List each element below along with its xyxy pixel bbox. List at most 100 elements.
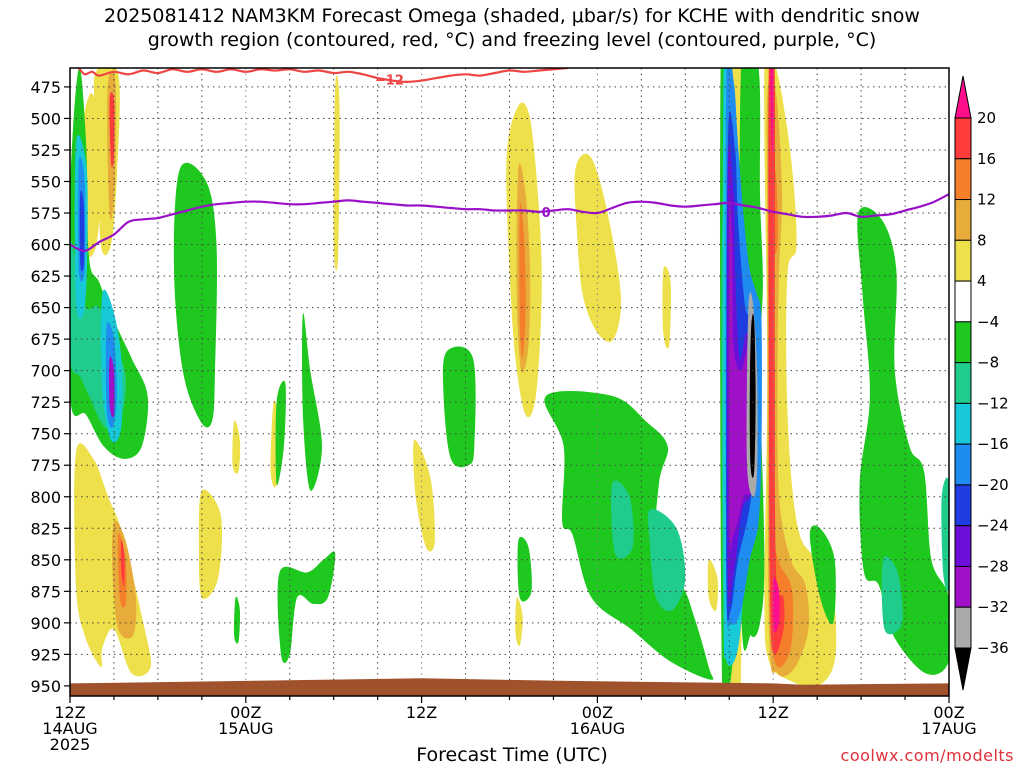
- omega-area-9: [232, 420, 241, 474]
- dgz-contour-label: −12: [375, 73, 404, 88]
- credit-text: coolwx.com/modelts: [840, 746, 1014, 765]
- colorbar-swatch-10: [954, 484, 972, 527]
- title-line-1: 2025081412 NAM3KM Forecast Omega (shaded…: [104, 5, 920, 27]
- omega-area-44: [610, 480, 634, 559]
- colorbar-label-12: −32: [977, 598, 1009, 616]
- colorbar-swatch-5: [954, 280, 972, 323]
- y-tick-label-550: 550: [30, 172, 61, 191]
- colorbar-swatch-8: [954, 402, 972, 445]
- y-tick-label-725: 725: [30, 393, 61, 412]
- omega-area-27: [772, 576, 780, 633]
- y-tick-label-475: 475: [30, 78, 61, 97]
- omega-area-25: [768, 68, 785, 655]
- colorbar-swatch-2: [954, 158, 972, 201]
- colorbar-label-2: 12: [977, 191, 996, 209]
- omega-area-15: [519, 203, 526, 359]
- y-tick-label-800: 800: [30, 488, 61, 507]
- colorbar-label-1: 16: [977, 150, 996, 168]
- omega-area-19: [707, 559, 719, 611]
- colorbar-label-0: 20: [977, 109, 996, 127]
- colorbar-label-4: 4: [977, 272, 987, 290]
- x-axis-title: Forecast Time (UTC): [416, 744, 608, 766]
- colorbar-swatch-3: [954, 199, 972, 241]
- omega-area-50: [881, 556, 903, 635]
- colorbar-label-10: −24: [977, 517, 1009, 535]
- title-line-2: growth region (contoured, red, °C) and f…: [147, 29, 877, 51]
- dgz-contour-line: [77, 68, 569, 84]
- chart-title: 2025081412 NAM3KM Forecast Omega (shaded…: [0, 4, 1024, 52]
- y-tick-label-600: 600: [30, 236, 61, 255]
- omega-area-48: [809, 525, 836, 625]
- colorbar-swatch-6: [954, 321, 972, 364]
- colorbar-swatch-14: [954, 647, 972, 691]
- grid-lines: [70, 68, 949, 696]
- omega-area-17: [574, 153, 622, 342]
- freezing-level-label: 0: [542, 206, 551, 221]
- x-tick-label-36-1: 16AUG: [570, 719, 625, 738]
- x-tick-label-0-2: 2025: [50, 735, 91, 754]
- y-tick-label-525: 525: [30, 141, 61, 160]
- x-tick-label-12-1: 15AUG: [218, 719, 273, 738]
- x-tick-label-12-0: 00Z: [230, 703, 261, 722]
- colorbar-label-6: −8: [977, 354, 999, 372]
- colorbar-swatch-13: [954, 606, 972, 649]
- omega-area-11: [333, 75, 340, 271]
- colorbar-label-11: −28: [977, 557, 1009, 575]
- omega-area-12: [413, 439, 435, 552]
- x-tick-label-60-0: 00Z: [933, 703, 964, 722]
- x-tick-label-36-0: 00Z: [582, 703, 613, 722]
- y-tick-label-625: 625: [30, 267, 61, 286]
- x-tick-label-48-0: 12Z: [758, 703, 789, 722]
- y-axis: 475 500 525 550 575 600 625 650 675 700 725 750 775 8…: [30, 78, 70, 696]
- omega-area-7: [120, 540, 125, 586]
- colorbar-label-3: 8: [977, 231, 987, 249]
- omega-area-16: [515, 597, 523, 647]
- colorbar-swatch-7: [954, 362, 972, 404]
- omega-area-59: [749, 313, 756, 478]
- omega-area-41: [442, 346, 476, 468]
- colorbar-swatch-4: [954, 239, 972, 282]
- omega-area-57: [728, 200, 753, 551]
- y-tick-label-900: 900: [30, 614, 61, 633]
- omega-area-42: [517, 536, 532, 602]
- contours: 0 −12: [70, 68, 949, 252]
- omega-area-8: [198, 489, 223, 599]
- colorbar-swatch-12: [954, 565, 972, 608]
- colorbar-label-8: −16: [977, 435, 1009, 453]
- colorbar-swatch-9: [954, 443, 972, 486]
- omega-area-26: [770, 68, 774, 153]
- y-tick-label-850: 850: [30, 551, 61, 570]
- omega-area-38: [275, 380, 286, 486]
- colorbar-swatch-0: [954, 75, 972, 119]
- y-tick-label-925: 925: [30, 645, 61, 664]
- x-tick-label-24-0: 12Z: [406, 703, 437, 722]
- omega-area-37: [233, 596, 241, 644]
- omega-area-36: [173, 162, 218, 428]
- omega-area-40: [277, 551, 336, 664]
- y-tick-label-675: 675: [30, 330, 61, 349]
- terrain-fill: [70, 678, 949, 696]
- terrain-band: [70, 678, 949, 696]
- y-tick-label-875: 875: [30, 582, 61, 601]
- x-tick-label-0-1: 14AUG: [42, 719, 97, 738]
- y-tick-label-575: 575: [30, 204, 61, 223]
- colorbar-swatch-1: [954, 117, 972, 160]
- colorbar-label-9: −20: [977, 476, 1009, 494]
- omega-area-51: [941, 477, 949, 592]
- y-tick-label-750: 750: [30, 425, 61, 444]
- colorbar-label-7: −12: [977, 394, 1009, 412]
- colorbar-label-5: −4: [977, 313, 999, 331]
- x-tick-label-60-1: 17AUG: [921, 719, 976, 738]
- x-tick-label-0-0: 12Z: [54, 703, 85, 722]
- y-tick-label-775: 775: [30, 456, 61, 475]
- y-tick-label-700: 700: [30, 362, 61, 381]
- omega-area-49: [857, 206, 949, 675]
- y-tick-label-950: 950: [30, 677, 61, 696]
- omega-area-18: [662, 266, 671, 349]
- colorbar-label-13: −36: [977, 639, 1009, 657]
- omega-area-3: [109, 92, 115, 168]
- y-tick-label-500: 500: [30, 109, 61, 128]
- y-tick-label-825: 825: [30, 519, 61, 538]
